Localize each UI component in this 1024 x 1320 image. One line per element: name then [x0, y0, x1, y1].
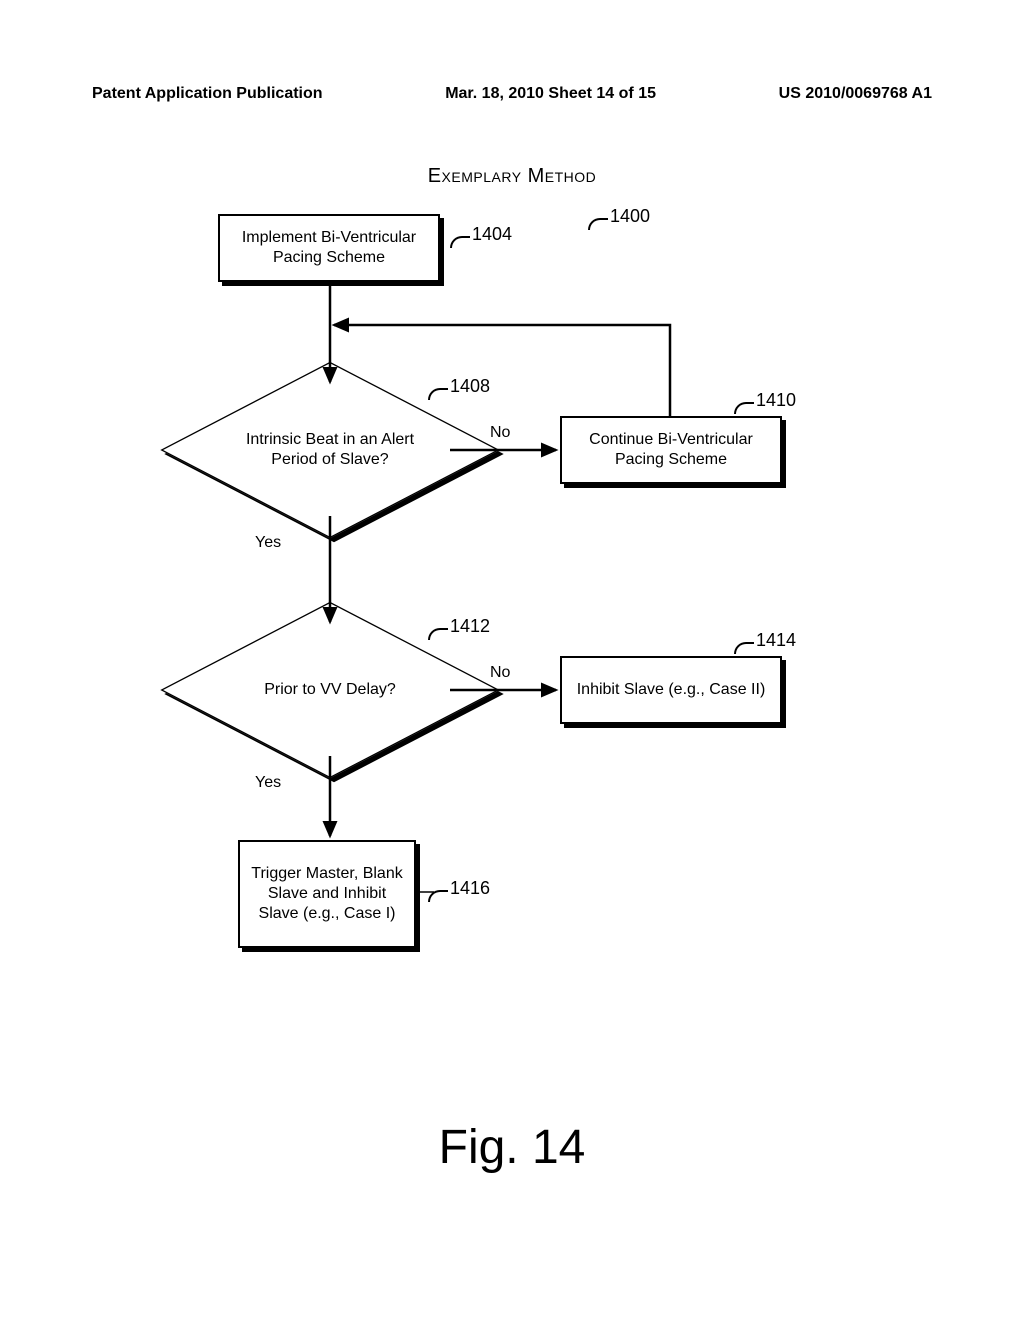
flowchart: Implement Bi-Ventricular Pacing Scheme I…	[190, 210, 840, 970]
figure-caption: Fig. 14	[0, 1120, 1024, 1175]
diagram-title: Exemplary Method	[0, 165, 1024, 188]
page-header: Patent Application Publication Mar. 18, …	[92, 85, 932, 103]
header-right: US 2010/0069768 A1	[779, 85, 932, 103]
flow-arrows	[190, 210, 840, 970]
header-left: Patent Application Publication	[92, 85, 323, 103]
header-mid: Mar. 18, 2010 Sheet 14 of 15	[445, 85, 656, 103]
